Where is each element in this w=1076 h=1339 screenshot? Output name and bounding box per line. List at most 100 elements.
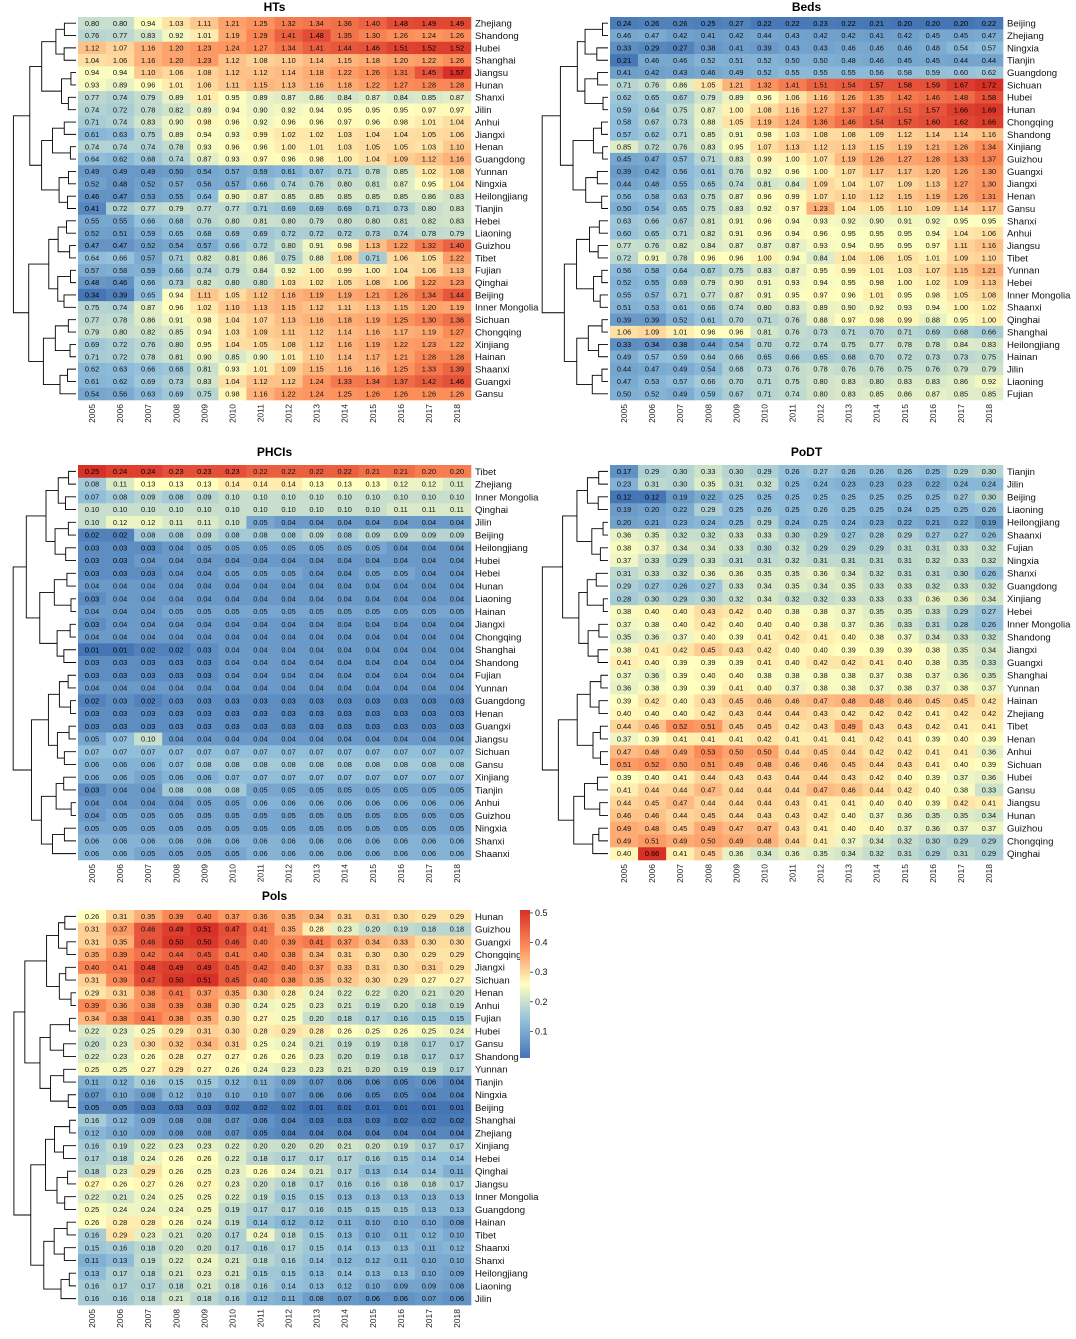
cell-value-label: 0.25	[926, 467, 940, 476]
cell-value-label: 0.11	[450, 1167, 464, 1176]
heatmap-cell	[78, 325, 107, 339]
cell-value-label: 0.26	[898, 467, 912, 476]
cell-value-label: 0.03	[366, 722, 380, 731]
cell-value-label: 0.04	[422, 594, 436, 603]
column-label: 2014	[340, 404, 350, 423]
cell-value-label: 0.64	[701, 352, 715, 361]
cell-value-label: 0.09	[197, 492, 211, 501]
cell-value-label: 0.79	[309, 216, 323, 225]
cell-value-label: 0.62	[982, 68, 996, 77]
cell-value-label: 0.30	[673, 480, 687, 489]
cell-value-label: 0.37	[785, 684, 799, 693]
cell-value-label: 0.15	[394, 1205, 408, 1214]
cell-value-label: 0.38	[141, 1001, 155, 1010]
cell-value-label: 0.92	[253, 118, 267, 127]
cell-value-label: 0.04	[366, 620, 380, 629]
heatmap-cell	[778, 17, 807, 30]
cell-value-label: 1.16	[982, 130, 996, 139]
cell-value-label: 0.02	[281, 1103, 295, 1112]
heatmap-cell	[694, 251, 723, 265]
cell-value-label: 0.78	[366, 167, 380, 176]
cell-value-label: 0.35	[926, 811, 940, 820]
cell-value-label: 0.04	[253, 594, 267, 603]
heatmap-cell	[722, 165, 751, 178]
cell-value-label: 0.64	[85, 155, 99, 164]
cell-value-label: 0.40	[645, 607, 659, 616]
cell-value-label: 1.05	[954, 291, 968, 300]
column-label: 2016	[928, 404, 938, 423]
cell-value-label: 0.27	[141, 1180, 155, 1189]
cell-value-label: 0.18	[141, 1269, 155, 1278]
cell-value-label: 0.32	[982, 543, 996, 552]
cell-value-label: 0.66	[141, 365, 155, 374]
cell-value-label: 0.74	[197, 266, 211, 275]
cell-value-label: 0.31	[898, 569, 912, 578]
cell-value-label: 1.21	[926, 142, 940, 151]
cell-value-label: 0.06	[422, 849, 436, 858]
cell-value-label: 0.76	[785, 365, 799, 374]
cell-value-label: 0.58	[617, 118, 631, 127]
cell-value-label: 0.38	[926, 658, 940, 667]
cell-value-label: 0.38	[673, 340, 687, 349]
row-label: Jilin	[1007, 365, 1024, 376]
cell-value-label: 0.91	[898, 216, 912, 225]
cell-value-label: 0.05	[309, 543, 323, 552]
row-label: Hebei	[475, 216, 500, 227]
cell-value-label: 0.94	[926, 303, 940, 312]
cell-value-label: 0.03	[85, 620, 99, 629]
cell-value-label: 1.11	[338, 303, 352, 312]
cell-value-label: 0.20	[253, 1180, 267, 1189]
heatmap-cell	[666, 301, 695, 314]
cell-value-label: 0.26	[85, 1218, 99, 1227]
cell-value-label: 0.48	[645, 747, 659, 756]
cell-value-label: 1.48	[394, 19, 408, 28]
cell-value-label: 1.23	[422, 340, 436, 349]
heatmap-cell	[638, 128, 667, 141]
cell-value-label: 0.04	[422, 633, 436, 642]
heatmap-cell	[134, 54, 163, 67]
cell-value-label: 0.10	[253, 1090, 267, 1099]
row-label: Heilongjiang	[1007, 340, 1060, 351]
cell-value-label: 0.03	[253, 709, 267, 718]
heatmap-cell	[302, 362, 331, 376]
cell-value-label: 0.95	[982, 216, 996, 225]
cell-value-label: 0.18	[85, 1167, 99, 1176]
cell-value-label: 1.16	[785, 105, 799, 114]
cell-value-label: 0.44	[701, 798, 715, 807]
cell-value-label: 0.44	[617, 365, 631, 374]
cell-value-label: 0.70	[757, 340, 771, 349]
heatmap-cell	[358, 152, 388, 166]
cell-value-label: 0.04	[337, 658, 351, 667]
cell-value-label: 0.22	[309, 467, 323, 476]
cell-value-label: 0.51	[645, 836, 659, 845]
cell-value-label: 0.05	[450, 824, 464, 833]
cell-value-label: 0.57	[197, 241, 211, 250]
cell-value-label: 0.41	[617, 68, 631, 77]
heatmap-cell	[918, 17, 948, 30]
cell-value-label: 0.44	[841, 747, 855, 756]
cell-value-label: 0.04	[197, 556, 211, 565]
heatmap-cell	[638, 325, 667, 339]
cell-value-label: 1.15	[253, 81, 267, 90]
cell-value-label: 0.25	[729, 505, 743, 514]
cell-value-label: 0.25	[197, 1167, 211, 1176]
heatmap-cell	[302, 177, 331, 191]
cell-value-label: 0.36	[785, 849, 799, 858]
cell-value-label: 0.80	[366, 216, 380, 225]
cell-value-label: 0.43	[757, 811, 771, 820]
cell-value-label: 1.04	[841, 179, 855, 188]
cell-value-label: 1.24	[785, 118, 799, 127]
cell-value-label: 0.33	[701, 556, 715, 565]
heatmap-cell	[722, 140, 751, 154]
heatmap-cell	[190, 140, 219, 154]
cell-value-label: 0.39	[85, 1001, 99, 1010]
cell-value-label: 0.03	[197, 722, 211, 731]
cell-value-label: 0.19	[450, 1001, 464, 1010]
cell-value-label: 0.61	[701, 315, 715, 324]
cell-value-label: 0.03	[281, 696, 295, 705]
cell-value-label: 0.96	[225, 142, 239, 151]
cell-value-label: 0.93	[225, 155, 239, 164]
cell-value-label: 1.18	[309, 68, 323, 77]
heatmap-cell	[414, 91, 444, 104]
cell-value-label: 1.00	[954, 303, 968, 312]
